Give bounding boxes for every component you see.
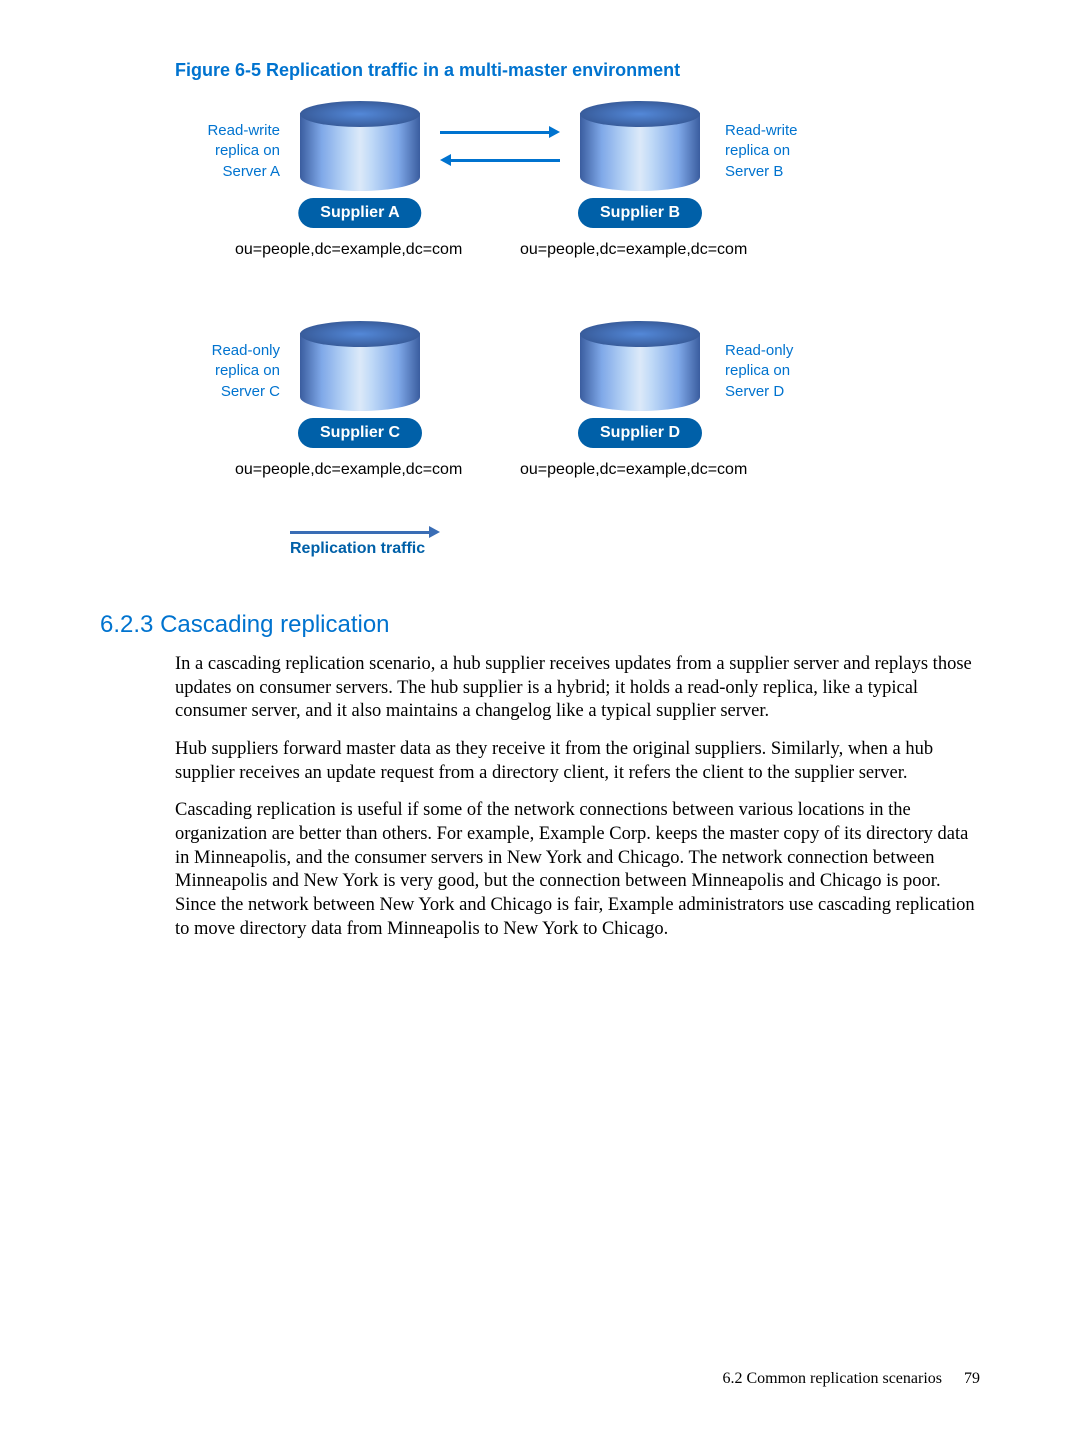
cylinder-icon [300,101,420,196]
dn-b: ou=people,dc=example,dc=com [520,241,747,259]
label-server-d: Read-onlyreplica onServer D [725,341,825,402]
db-supplier-c: Supplier C [300,321,420,416]
section-number: 6.2.3 [100,611,153,638]
cylinder-icon [580,321,700,416]
label-server-c: Read-onlyreplica onServer C [180,341,280,402]
label-server-b: Read-writereplica onServer B [725,121,825,182]
section-title: Cascading replication [160,611,389,638]
dn-d: ou=people,dc=example,dc=com [520,461,747,479]
footer-section-ref: 6.2 Common replication scenarios [722,1370,942,1387]
figure-diagram: Read-writereplica onServer A Supplier A … [180,101,880,591]
paragraph: Cascading replication is useful if some … [175,799,980,941]
pill-supplier-c: Supplier C [298,418,422,448]
legend-label: Replication traffic [290,540,430,558]
dn-a: ou=people,dc=example,dc=com [235,241,462,259]
pill-supplier-a: Supplier A [298,198,421,228]
db-supplier-b: Supplier B [580,101,700,196]
legend-arrow: Replication traffic [290,531,430,558]
figure-title: Figure 6-5 Replication traffic in a mult… [175,60,980,81]
cylinder-icon [580,101,700,196]
arrow-b-to-a [450,159,560,162]
section-heading: 6.2.3 Cascading replication [100,611,980,639]
pill-supplier-d: Supplier D [578,418,702,448]
arrow-a-to-b [440,131,550,134]
cylinder-icon [300,321,420,416]
footer-page-number: 79 [964,1370,980,1387]
paragraph: Hub suppliers forward master data as the… [175,738,980,785]
paragraph: In a cascading replication scenario, a h… [175,653,980,724]
dn-c: ou=people,dc=example,dc=com [235,461,462,479]
label-server-a: Read-writereplica onServer A [180,121,280,182]
db-supplier-d: Supplier D [580,321,700,416]
db-supplier-a: Supplier A [300,101,420,196]
pill-supplier-b: Supplier B [578,198,702,228]
page-footer: 6.2 Common replication scenarios 79 [722,1370,980,1388]
